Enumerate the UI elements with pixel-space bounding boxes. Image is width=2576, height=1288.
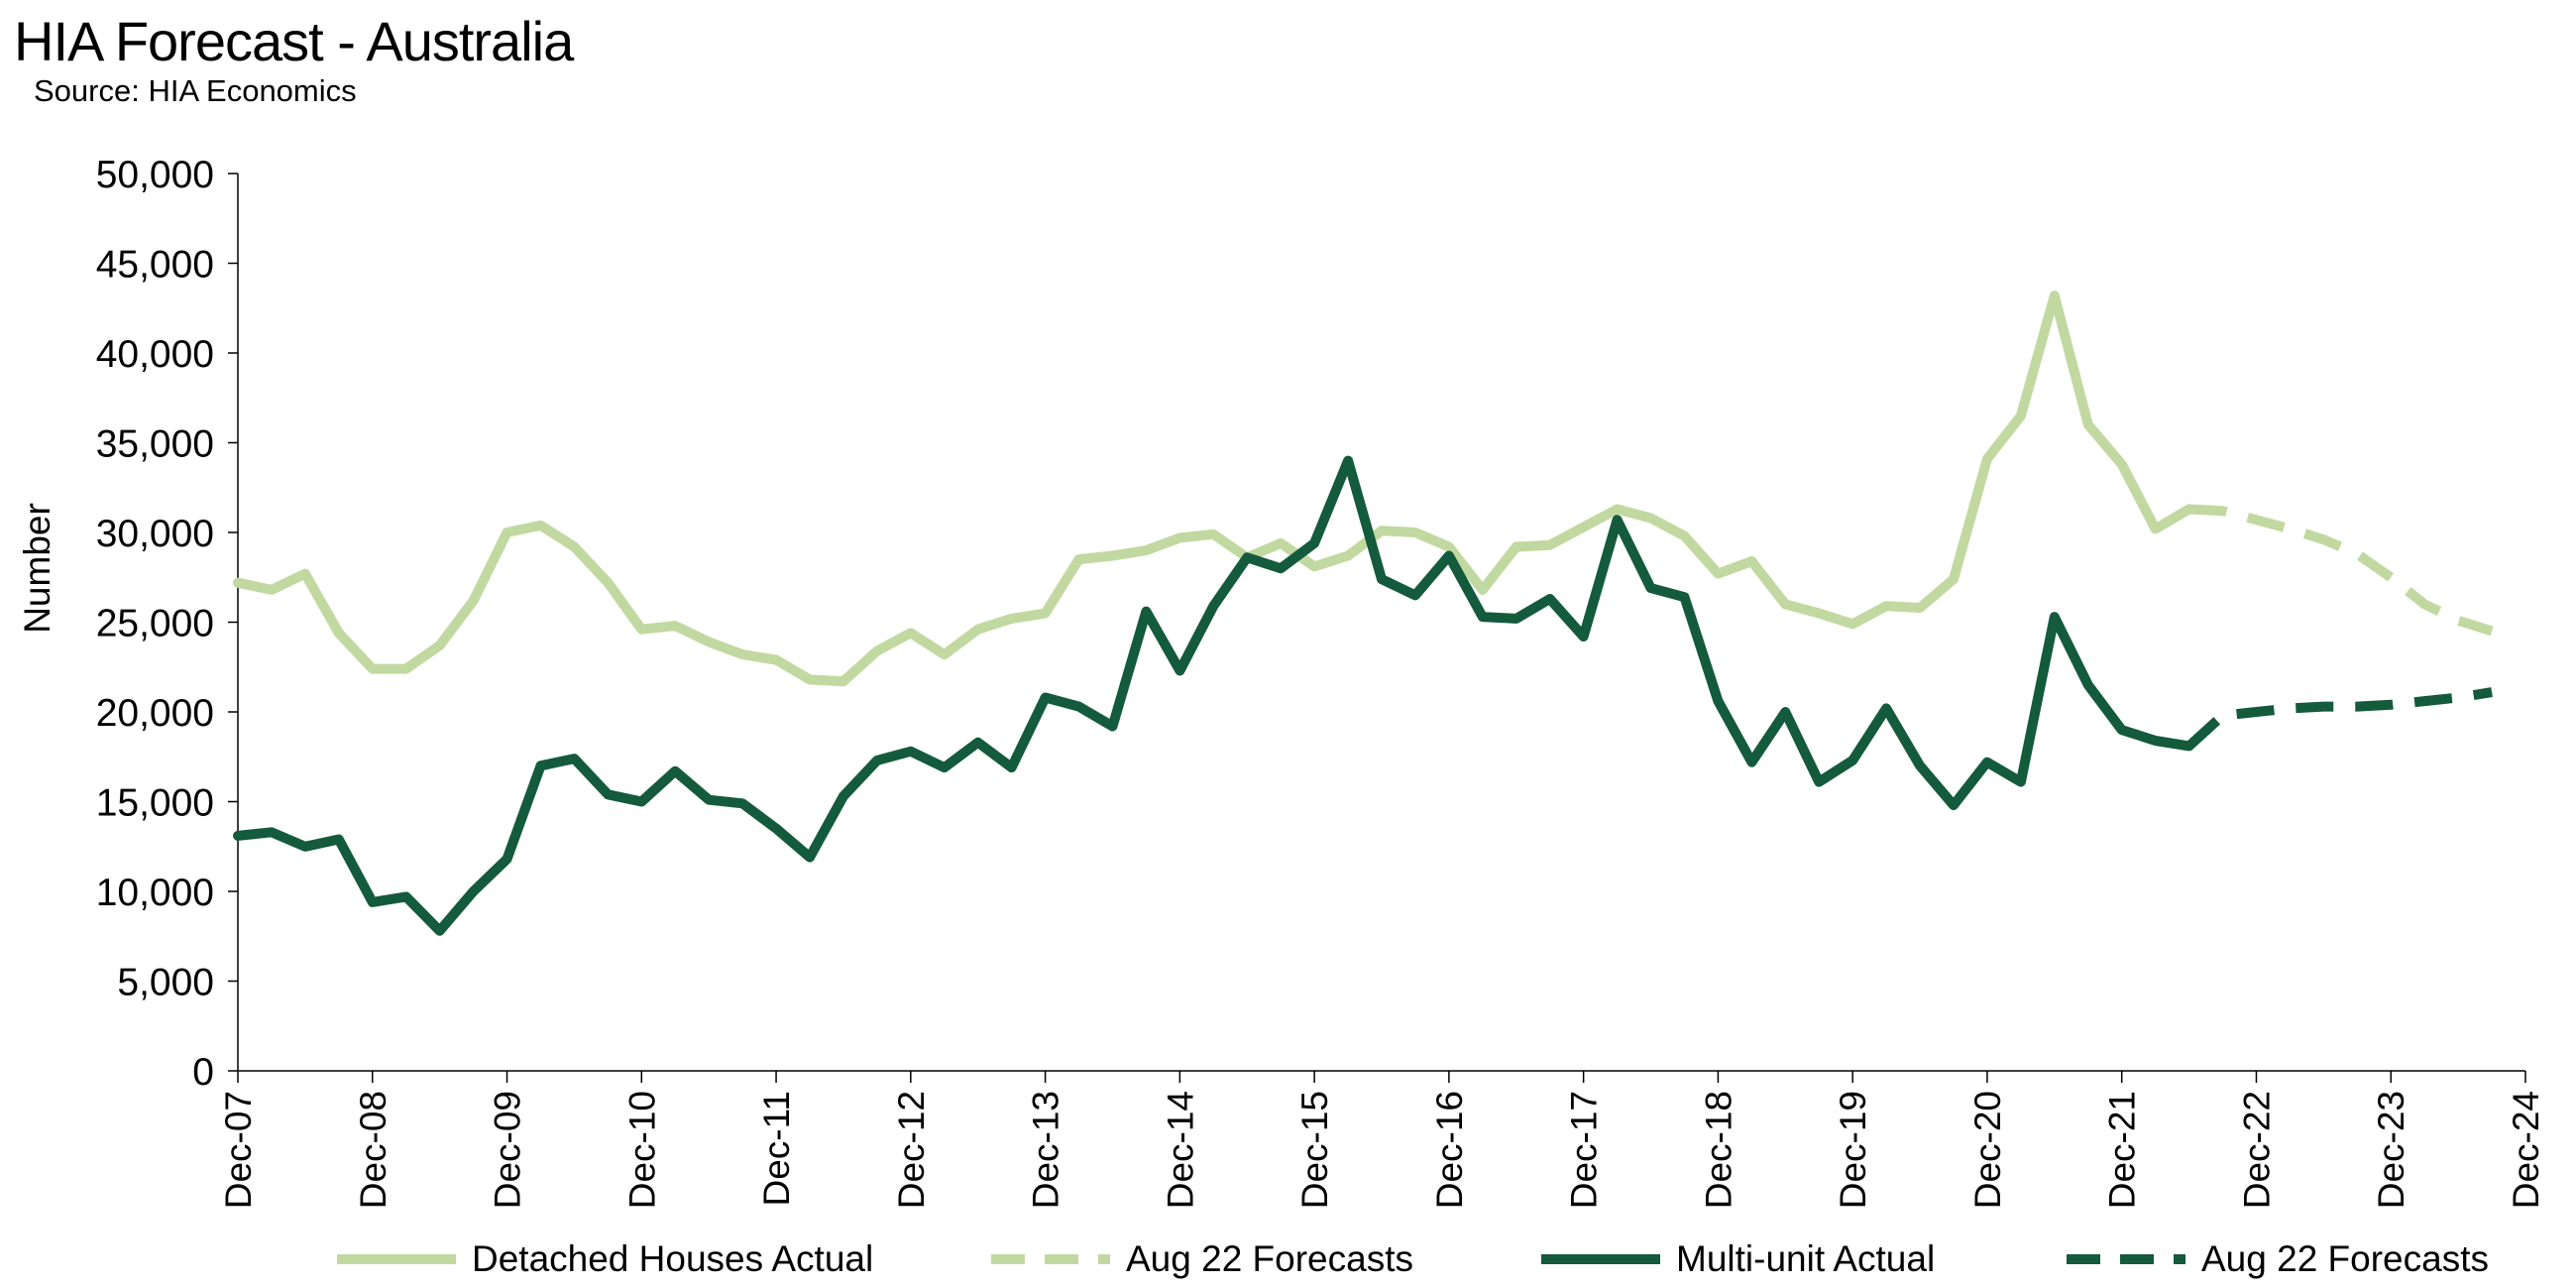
x-tick-label: Dec-17 <box>1564 1091 1605 1209</box>
y-tick-label: 25,000 <box>96 603 214 645</box>
x-tick-label: Dec-18 <box>1698 1091 1738 1209</box>
y-tick-label: 0 <box>192 1051 214 1094</box>
y-tick-label: 35,000 <box>96 423 214 466</box>
title-block: HIA Forecast - Australia Source: HIA Eco… <box>14 10 574 109</box>
y-tick-label: 20,000 <box>96 692 214 735</box>
series-detached-forecast <box>2188 504 2494 637</box>
x-tick-label: Dec-15 <box>1294 1091 1335 1209</box>
x-tick-label: Dec-22 <box>2236 1091 2277 1209</box>
x-tick-label: Dec-10 <box>621 1091 662 1209</box>
series-multiunit-forecast <box>2185 687 2493 751</box>
x-tick-label: Dec-13 <box>1026 1091 1066 1209</box>
legend-swatch-multiunit-actual <box>1541 1254 1660 1264</box>
x-tick-label: Dec-16 <box>1429 1091 1470 1209</box>
chart-title: HIA Forecast - Australia <box>14 10 574 72</box>
legend-label: Multi-unit Actual <box>1676 1238 1936 1279</box>
y-tick-label: 10,000 <box>96 872 214 914</box>
legend: Detached Houses Actual Aug 22 Forecasts … <box>337 1234 2537 1284</box>
y-axis-label: Number <box>17 503 57 634</box>
legend-item-multiunit-forecast: Aug 22 Forecasts <box>2067 1234 2489 1284</box>
x-tick-label: Dec-09 <box>488 1091 528 1209</box>
x-tick-label: Dec-20 <box>1967 1091 2008 1209</box>
x-tick-label: Dec-08 <box>353 1091 393 1209</box>
y-tick-label: 50,000 <box>96 154 214 196</box>
legend-swatch-detached-forecast <box>991 1254 1110 1264</box>
series-layer <box>233 291 2494 936</box>
legend-swatch-detached-actual <box>337 1254 456 1264</box>
x-tick-label: Dec-21 <box>2102 1091 2143 1209</box>
legend-item-detached-actual: Detached Houses Actual <box>337 1234 873 1284</box>
y-tick-label: 15,000 <box>96 782 214 825</box>
chart-subtitle: Source: HIA Economics <box>34 73 357 108</box>
legend-item-detached-forecast: Aug 22 Forecasts <box>991 1234 1413 1284</box>
y-tick-label: 45,000 <box>96 244 214 287</box>
legend-label: Detached Houses Actual <box>472 1238 874 1279</box>
y-tick-label: 40,000 <box>96 333 214 376</box>
legend-item-multiunit-actual: Multi-unit Actual <box>1541 1234 1935 1284</box>
x-tick-label: Dec-07 <box>218 1091 259 1209</box>
series-detached-actual <box>233 291 2194 687</box>
legend-label: Aug 22 Forecasts <box>1126 1238 1413 1279</box>
x-tick-label: Dec-12 <box>891 1091 932 1209</box>
x-tick-label: Dec-23 <box>2371 1091 2411 1209</box>
x-tick-label: Dec-11 <box>756 1091 797 1207</box>
x-tick-label: Dec-14 <box>1160 1091 1200 1209</box>
axes: 0 5,000 10,000 15,000 20,000 25,000 30,000 35,0… <box>96 154 2546 1209</box>
x-tick-label: Dec-19 <box>1833 1091 1873 1209</box>
y-tick-label: 30,000 <box>96 513 214 555</box>
x-tick-label: Dec-24 <box>2506 1091 2546 1209</box>
legend-label: Aug 22 Forecasts <box>2201 1238 2489 1279</box>
y-tick-label: 5,000 <box>117 962 214 1004</box>
series-multiunit-actual <box>233 455 2194 936</box>
legend-swatch-multiunit-forecast <box>2067 1254 2185 1264</box>
